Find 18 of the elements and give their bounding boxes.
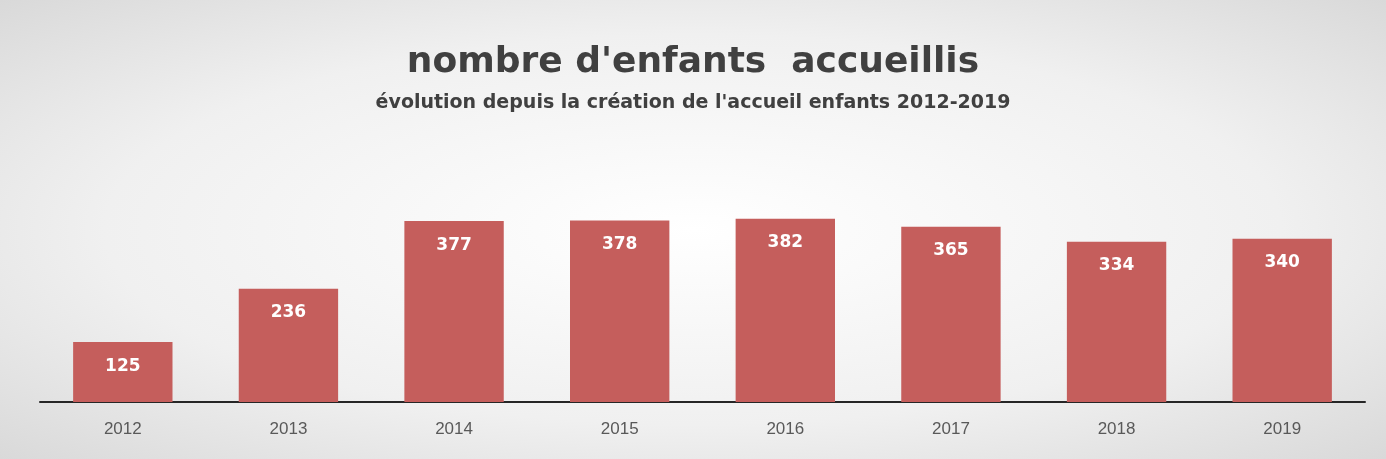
x-tick-label: 2017 (932, 419, 970, 438)
chart-title: nombre d'enfants accueillis (406, 38, 980, 80)
x-tick-label: 2015 (600, 419, 639, 438)
x-tick-label: 2012 (103, 419, 142, 438)
data-label: 334 (1098, 254, 1135, 275)
data-label: 236 (270, 301, 307, 322)
x-tick-label: 2013 (269, 419, 308, 438)
data-label: 382 (767, 231, 804, 252)
data-label: 377 (436, 233, 472, 254)
data-label: 378 (601, 233, 638, 254)
x-tick-label: 2016 (766, 419, 805, 438)
chart-subtitle: évolution depuis la création de l'accueil enfants 2012-2019 (375, 89, 1011, 112)
x-tick-label: 2014 (435, 419, 473, 438)
data-label: 365 (933, 239, 969, 260)
data-label: 340 (1264, 251, 1301, 272)
x-tick-label: 2018 (1097, 419, 1136, 438)
x-tick-label: 2019 (1263, 419, 1302, 438)
data-label: 125 (105, 354, 141, 375)
